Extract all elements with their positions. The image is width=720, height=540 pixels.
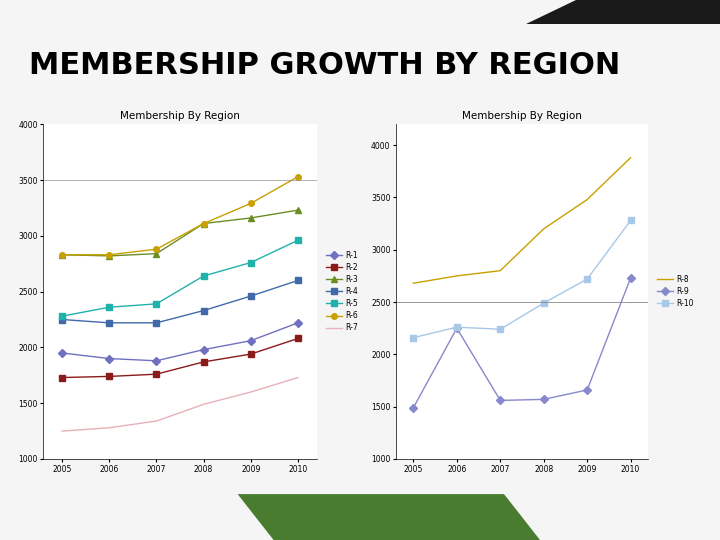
Polygon shape bbox=[238, 494, 540, 540]
Polygon shape bbox=[526, 0, 720, 24]
Legend: R-1, R-2, R-3, R-4, R-5, R-6, R-7: R-1, R-2, R-3, R-4, R-5, R-6, R-7 bbox=[323, 248, 361, 335]
Title: Membership By Region: Membership By Region bbox=[120, 111, 240, 120]
Text: MEMBERSHIP GROWTH BY REGION: MEMBERSHIP GROWTH BY REGION bbox=[29, 51, 620, 80]
Legend: R-8, R-9, R-10: R-8, R-9, R-10 bbox=[654, 272, 697, 311]
Title: Membership By Region: Membership By Region bbox=[462, 111, 582, 120]
